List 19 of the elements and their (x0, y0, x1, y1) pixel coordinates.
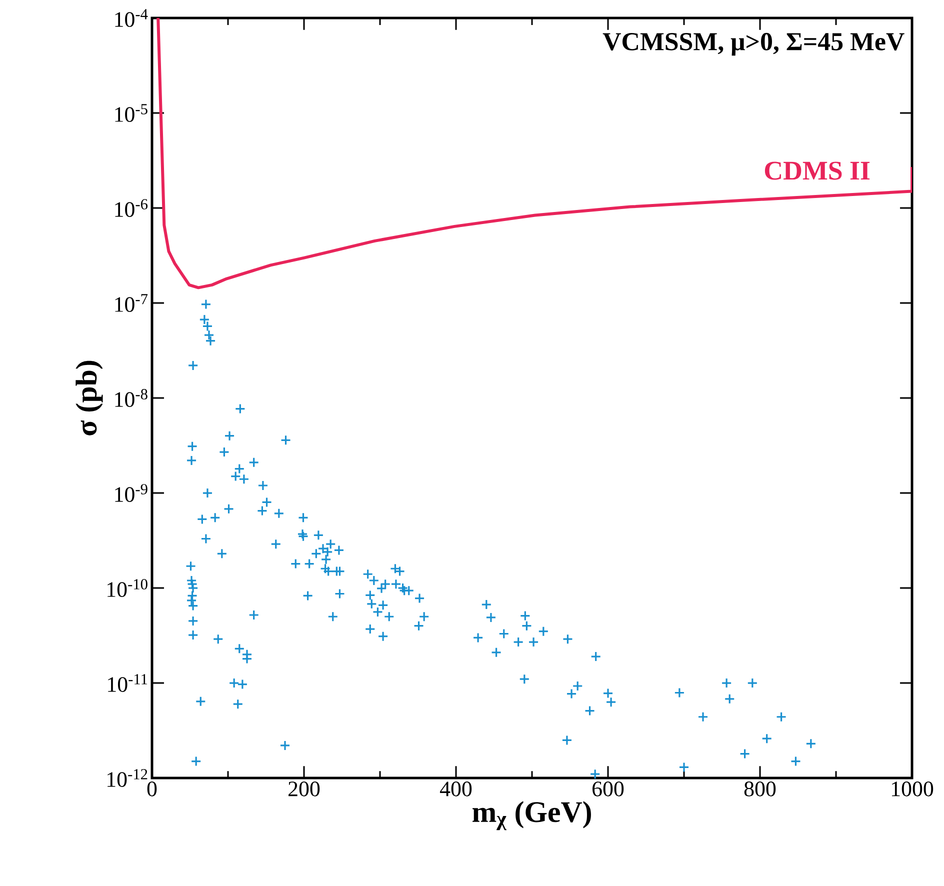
x-tick-label: 800 (744, 782, 776, 796)
y-tick-label: 10$^{-12}$ (108, 769, 148, 787)
x-tick-label: 600 (592, 782, 624, 796)
annotation: VCMSSM, μ>0, Σ=45 MeV (602, 32, 904, 56)
y-axis-title: σ (pb) (76, 360, 103, 436)
x-tick-label: 200 (288, 782, 320, 796)
y-tick-label: 10$^{-6}$ (115, 199, 148, 217)
x-tick-label: 1000 (892, 782, 934, 796)
series-label: CDMS II (764, 162, 870, 180)
y-tick-label: 10$^{-7}$ (115, 294, 148, 312)
x-axis-title: m$_{χ}$ (GeV) (472, 801, 591, 830)
x-tick-label: 0 (147, 782, 157, 796)
y-tick-label: 10$^{-10}$ (108, 579, 148, 597)
y-tick-label: 10$^{-8}$ (115, 389, 148, 407)
y-tick-label: 10$^{-4}$ (115, 9, 148, 27)
y-tick-label: 10$^{-11}$ (108, 674, 148, 692)
y-tick-label: 10$^{-5}$ (115, 104, 148, 122)
y-tick-label: 10$^{-9}$ (115, 484, 148, 502)
x-tick-label: 400 (440, 782, 472, 796)
